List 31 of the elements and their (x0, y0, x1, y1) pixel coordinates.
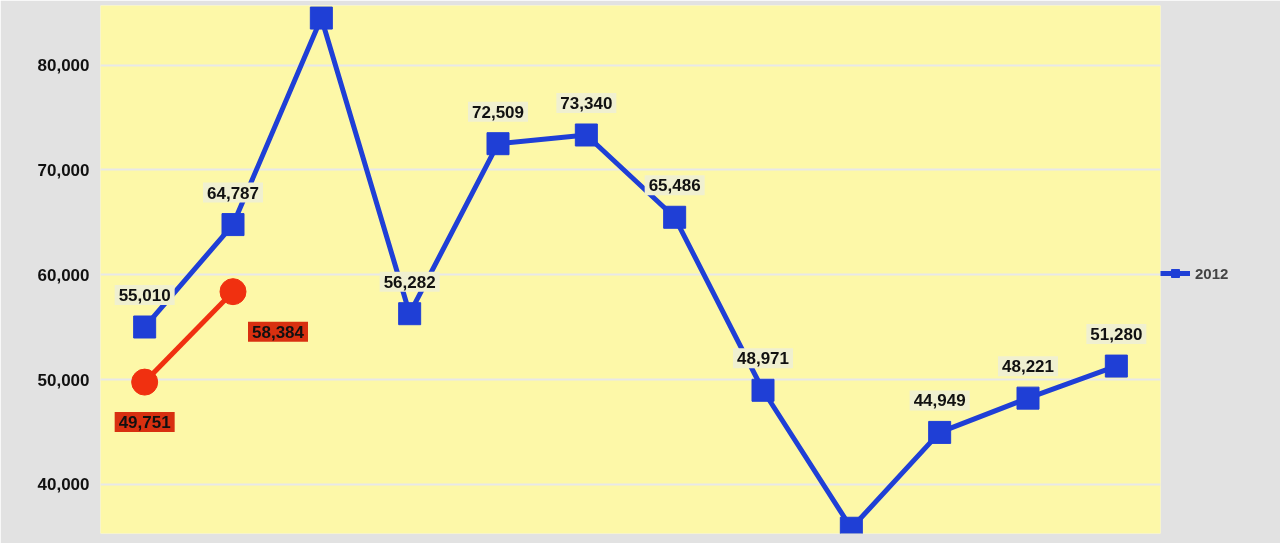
y-tick-label: 80,000 (37, 56, 90, 76)
point (133, 315, 157, 339)
data-label: 51,280 (1090, 325, 1143, 345)
y-tick-label: 60,000 (37, 265, 90, 285)
point (574, 123, 598, 147)
data-label: 48,971 (737, 349, 789, 369)
data-label: 44,949 (913, 391, 966, 411)
data-label: 73,340 (560, 93, 613, 113)
data-label: 72,509 (472, 102, 524, 122)
data-label: 55,010 (118, 286, 171, 306)
point (1104, 354, 1128, 378)
point (398, 302, 422, 326)
data-label: 64,787 (207, 183, 259, 203)
point (219, 278, 247, 306)
data-label: 56,282 (383, 272, 436, 292)
data-label: 48,221 (1002, 357, 1054, 377)
y-tick-label: 70,000 (37, 160, 90, 180)
point (486, 132, 510, 156)
legend-label: 2012 (1195, 264, 1229, 282)
point (1016, 386, 1040, 410)
point (928, 420, 952, 444)
data-label: 49,751 (118, 413, 171, 433)
point (221, 213, 245, 237)
data-label: 58,384 (252, 322, 305, 342)
y-tick-label: 40,000 (37, 475, 90, 495)
point (751, 378, 775, 402)
point (663, 205, 687, 229)
data-label: 65,486 (648, 176, 701, 196)
point (131, 368, 159, 396)
point (309, 6, 333, 30)
y-tick-label: 50,000 (37, 370, 90, 390)
